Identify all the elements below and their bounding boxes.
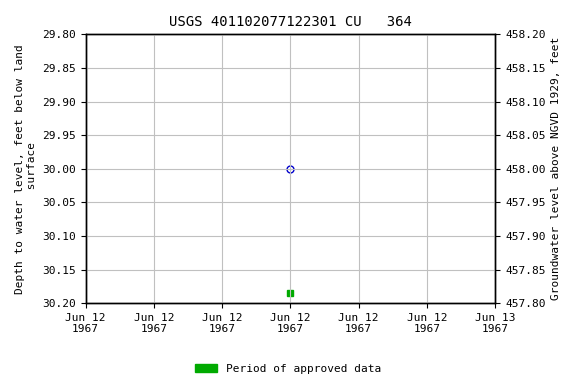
Legend: Period of approved data: Period of approved data <box>191 359 385 379</box>
Y-axis label: Depth to water level, feet below land
 surface: Depth to water level, feet below land su… <box>15 44 37 294</box>
Title: USGS 401102077122301 CU   364: USGS 401102077122301 CU 364 <box>169 15 412 29</box>
Y-axis label: Groundwater level above NGVD 1929, feet: Groundwater level above NGVD 1929, feet <box>551 37 561 300</box>
